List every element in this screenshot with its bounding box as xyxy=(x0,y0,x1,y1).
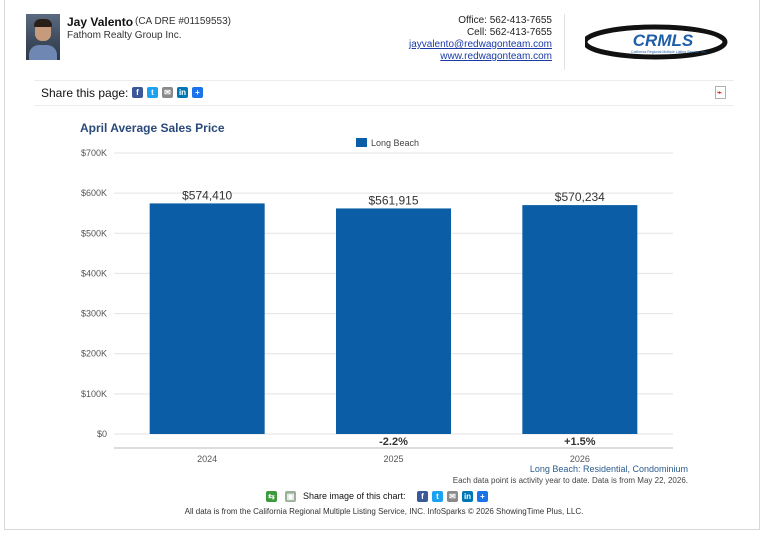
y-tick-label: $600K xyxy=(81,188,107,198)
y-tick-label: $0 xyxy=(97,429,107,439)
share-page-bar: Share this page: f t ✉ in + ⌁ xyxy=(34,80,734,106)
bar xyxy=(336,208,451,434)
plus-icon[interactable]: + xyxy=(477,491,488,502)
twitter-icon[interactable]: t xyxy=(432,491,443,502)
x-tick-label: 2024 xyxy=(197,454,217,464)
linkedin-icon[interactable]: in xyxy=(177,87,188,98)
agent-company: Fathom Realty Group Inc. xyxy=(67,30,182,41)
agent-avatar xyxy=(26,14,60,60)
contact-block: Office: 562-413-7655 Cell: 562-413-7655 … xyxy=(409,15,552,63)
x-tick-label: 2025 xyxy=(383,454,403,464)
crmls-logo: CRMLS California Regional Multiple Listi… xyxy=(585,24,728,60)
logo-text: CRMLS xyxy=(633,31,694,50)
office-phone: Office: 562-413-7655 xyxy=(458,15,552,26)
legend-label: Long Beach xyxy=(371,138,419,148)
chart-subnote: Each data point is activity year to date… xyxy=(452,476,688,485)
page-frame xyxy=(4,0,760,530)
y-tick-label: $100K xyxy=(81,389,107,399)
website-link[interactable]: www.redwagonteam.com xyxy=(440,51,552,62)
email-link[interactable]: jayvalento@redwagonteam.com xyxy=(408,39,552,50)
bar xyxy=(522,205,638,434)
data-label: $574,410 xyxy=(182,188,232,202)
email-icon[interactable]: ✉ xyxy=(162,87,173,98)
data-label: $570,234 xyxy=(555,190,605,204)
y-tick-label: $500K xyxy=(81,228,107,238)
image-icon[interactable]: ▣ xyxy=(285,491,296,502)
change-label: -2.2% xyxy=(379,436,408,448)
y-tick-label: $300K xyxy=(81,309,107,319)
chart-note: Long Beach: Residential, Condominium xyxy=(529,464,688,474)
email-icon[interactable]: ✉ xyxy=(447,491,458,502)
pdf-icon[interactable]: ⌁ xyxy=(715,86,726,99)
change-label: +1.5% xyxy=(564,436,596,448)
agent-name: Jay Valento xyxy=(67,15,134,29)
share-image-label: Share image of this chart: xyxy=(303,491,406,501)
logo-subtitle: California Regional Multiple Listing Ser… xyxy=(631,50,707,54)
bar xyxy=(149,203,265,434)
footer-text: All data is from the California Regional… xyxy=(184,507,584,516)
y-tick-label: $400K xyxy=(81,268,107,278)
plus-icon[interactable]: + xyxy=(192,87,203,98)
facebook-icon[interactable]: f xyxy=(417,491,428,502)
legend-swatch xyxy=(356,138,367,147)
x-tick-label: 2026 xyxy=(570,454,590,464)
share-icon[interactable]: ⇆ xyxy=(266,491,277,502)
y-tick-label: $700K xyxy=(81,148,107,158)
facebook-icon[interactable]: f xyxy=(132,87,143,98)
share-page-label: Share this page: xyxy=(41,86,129,100)
header-divider xyxy=(564,14,565,70)
y-tick-label: $200K xyxy=(81,349,107,359)
chart-title: April Average Sales Price xyxy=(80,121,225,135)
data-label: $561,915 xyxy=(368,193,418,207)
cell-phone: Cell: 562-413-7655 xyxy=(466,27,552,38)
linkedin-icon[interactable]: in xyxy=(462,491,473,502)
twitter-icon[interactable]: t xyxy=(147,87,158,98)
agent-dre-number: (CA DRE #01159553) xyxy=(135,16,231,27)
